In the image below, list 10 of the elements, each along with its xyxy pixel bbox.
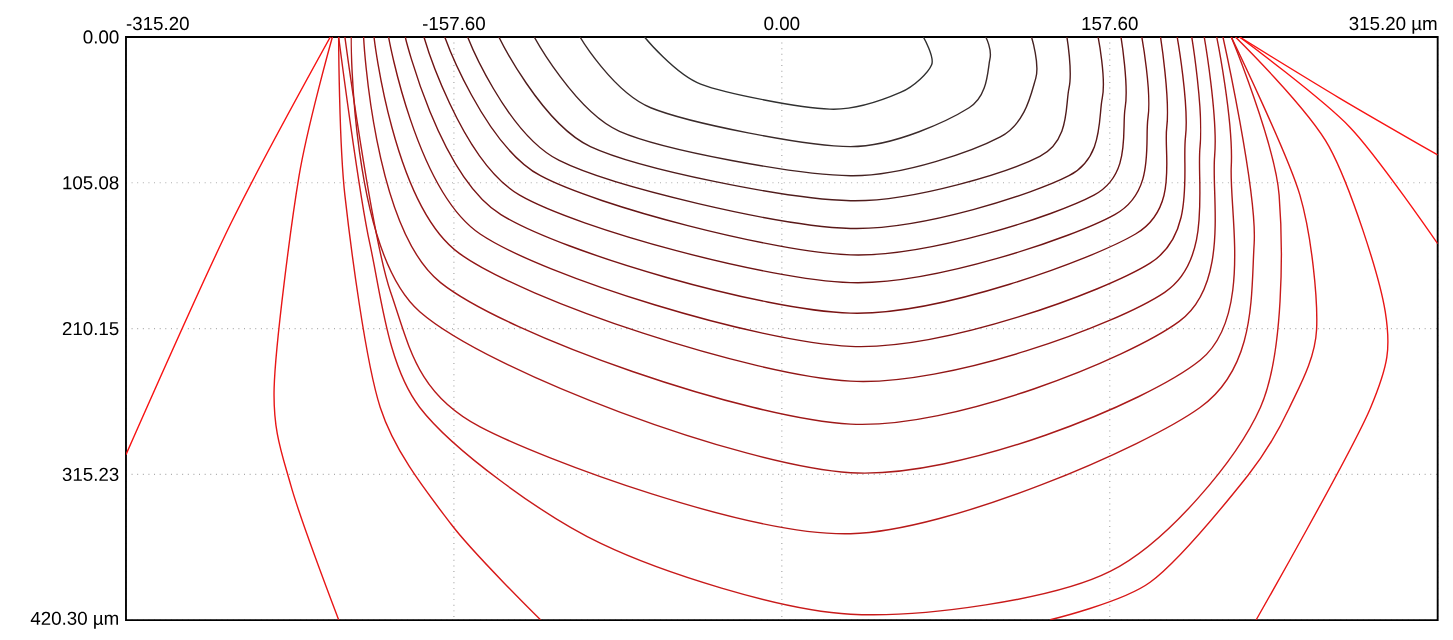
- x-tick-label: 157.60: [1082, 17, 1138, 31]
- x-tick-label: -315.20: [126, 17, 189, 31]
- x-tick-label: -157.60: [422, 17, 485, 31]
- x-tick-label: 315.20 µm: [1349, 17, 1437, 35]
- y-tick-label: 210.15: [62, 322, 119, 336]
- y-tick-label: 0.00: [83, 30, 119, 44]
- y-tick-label: 105.08: [63, 176, 119, 190]
- x-tick-label: 0.00: [764, 17, 800, 31]
- y-tick-label: 315.23: [62, 468, 119, 482]
- y-tick-label: 420.30 µm: [30, 611, 118, 629]
